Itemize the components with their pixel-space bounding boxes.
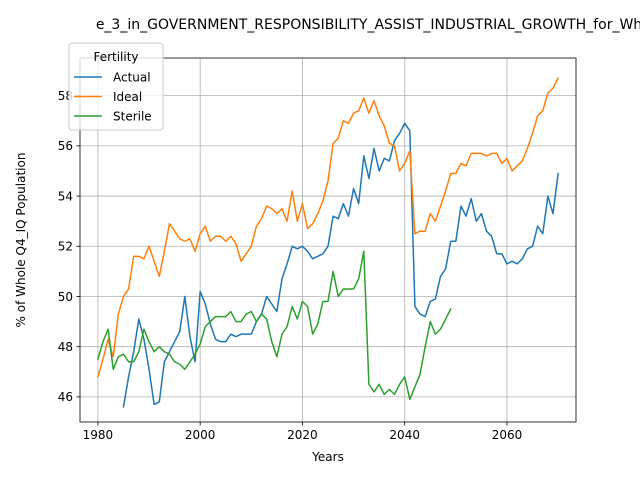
legend-title: Fertility <box>93 50 138 64</box>
series-lines <box>96 77 560 408</box>
y-tick-label: 48 <box>58 340 73 354</box>
x-tick-label: 2040 <box>389 428 420 442</box>
x-tick-label: 1980 <box>83 428 114 442</box>
x-axis-ticks: 1980 2000 2020 2040 2060 <box>83 422 523 442</box>
y-tick-label: 54 <box>58 189 73 203</box>
y-tick-label: 46 <box>58 390 73 404</box>
x-tick-label: 2000 <box>185 428 216 442</box>
x-tick-label: 2020 <box>287 428 318 442</box>
legend: Fertility Actual Ideal Sterile <box>68 42 164 131</box>
x-axis-title: Years <box>311 450 344 464</box>
series-line-sterile <box>96 250 452 401</box>
y-tick-label: 56 <box>58 139 73 153</box>
legend-label-actual: Actual <box>113 70 151 84</box>
legend-label-ideal: Ideal <box>113 90 142 104</box>
y-tick-label: 52 <box>58 240 73 254</box>
series-line-actual <box>122 122 559 408</box>
legend-label-sterile: Sterile <box>113 109 152 123</box>
legend-box <box>68 42 164 131</box>
chart-title: e_3_in_GOVERNMENT_RESPONSIBILITY_ASSIST_… <box>96 17 640 33</box>
y-axis-title: % of Whole Q4_IQ Population <box>14 153 28 328</box>
series-line-ideal <box>96 77 560 378</box>
x-tick-label: 2060 <box>492 428 523 442</box>
plot-area-frame <box>79 57 577 423</box>
y-tick-label: 50 <box>58 290 73 304</box>
